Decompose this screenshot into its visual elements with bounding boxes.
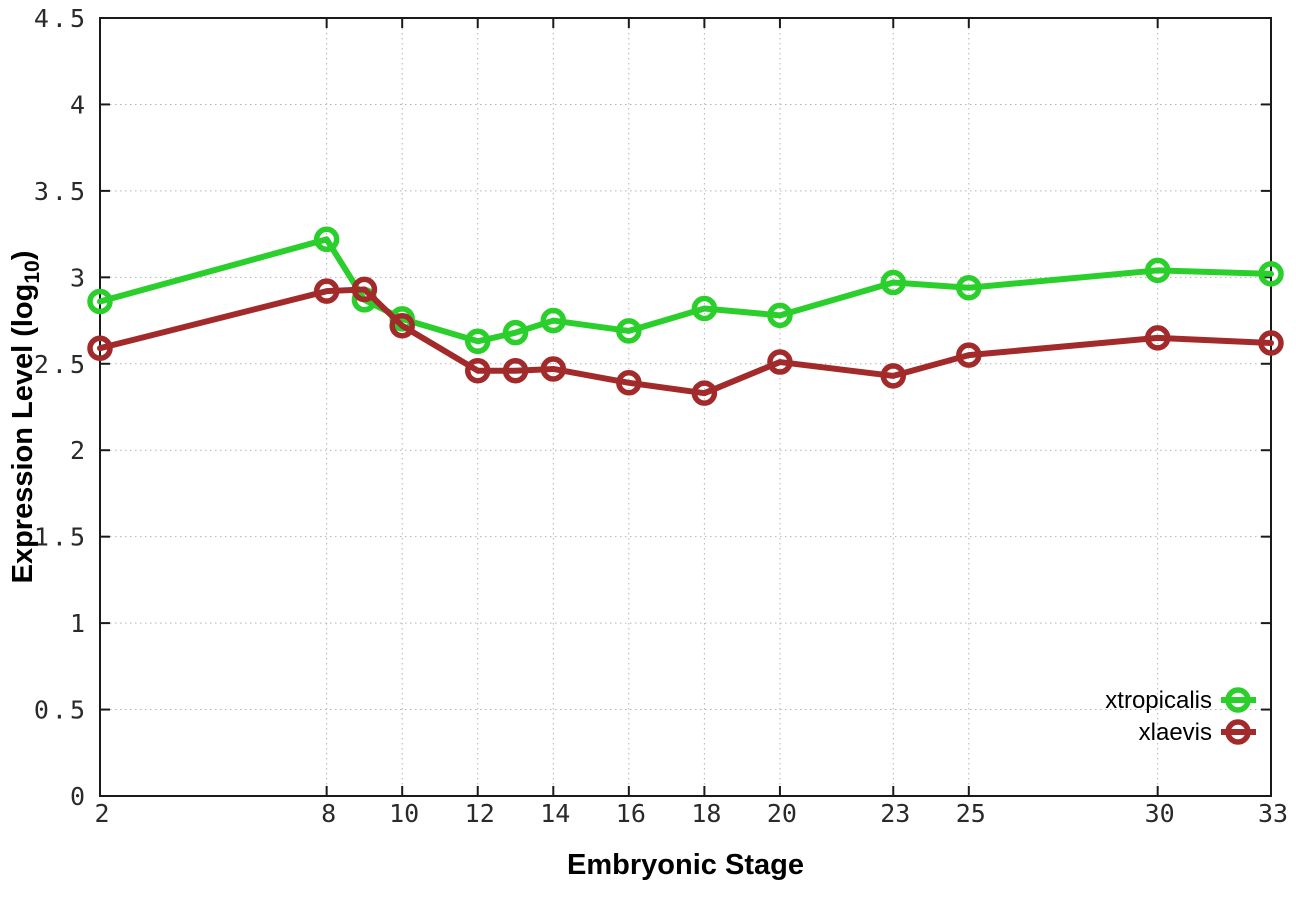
- legend: xtropicalis xlaevis: [1105, 687, 1256, 746]
- x-tick-label: 18: [691, 799, 721, 828]
- data-point-xlaevis: [389, 312, 415, 339]
- x-tick-label: 30: [1145, 799, 1175, 828]
- data-point-xtropicalis: [880, 269, 907, 296]
- y-tick-label: 0.5: [34, 696, 88, 725]
- data-point-xlaevis: [691, 380, 718, 406]
- y-axis-title: Expression Level (log10): [7, 251, 44, 584]
- data-point-xlaevis: [540, 356, 567, 382]
- x-tick-label: 33: [1258, 799, 1288, 828]
- series-line-xtropicalis: [97, 236, 1274, 345]
- y-tick-label: 4: [70, 90, 88, 119]
- y-tick-labels: 0 0.5 1 1.5 2 2.5 3 3.5 4 4.5: [34, 4, 88, 811]
- y-tick-label: 3: [70, 263, 88, 292]
- x-tick-label: 25: [956, 799, 986, 828]
- x-tick-labels: 2 8 10 12 14 16 18 20 23 25 30 33: [94, 799, 1288, 828]
- data-point-xtropicalis: [1258, 261, 1284, 287]
- y-tick-label: 2.5: [34, 350, 88, 379]
- data-point-xtropicalis: [767, 302, 793, 329]
- data-point-xlaevis: [313, 278, 340, 304]
- data-point-xtropicalis: [540, 307, 567, 334]
- x-axis-title: Embryonic Stage: [567, 849, 804, 881]
- data-point-xlaevis: [1144, 325, 1171, 351]
- series-line-xlaevis: [97, 286, 1274, 397]
- tick-marks: [99, 17, 1272, 797]
- x-tick-label: 10: [389, 799, 419, 828]
- data-point-xlaevis: [767, 349, 793, 375]
- series-xtropicalis: [87, 226, 1284, 355]
- plot-border: [99, 17, 1272, 797]
- data-point-xtropicalis: [502, 319, 529, 346]
- grid: [100, 18, 1271, 796]
- data-point-xlaevis: [502, 357, 529, 384]
- data-point-xlaevis: [87, 335, 113, 361]
- x-tick-label: 14: [540, 799, 570, 828]
- data-point-xlaevis: [464, 357, 491, 384]
- x-tick-label: 23: [880, 799, 910, 828]
- x-tick-label: 8: [321, 799, 336, 828]
- data-point-xtropicalis: [956, 274, 982, 301]
- data-point-xtropicalis: [616, 318, 642, 344]
- y-tick-label: 1.5: [34, 523, 88, 552]
- y-tick-label: 4.5: [34, 4, 88, 33]
- legend-item-xtropicalis: xtropicalis: [1105, 687, 1256, 714]
- data-point-xtropicalis: [87, 288, 113, 315]
- legend-marker-xlaevis: [1225, 719, 1251, 745]
- y-tick-label: 3.5: [34, 177, 88, 206]
- legend-marker-xtropicalis: [1225, 687, 1251, 713]
- data-point-xlaevis: [1258, 330, 1284, 356]
- x-tick-label: 16: [616, 799, 646, 828]
- data-point-xtropicalis: [691, 295, 718, 322]
- data-point-xtropicalis: [313, 226, 340, 253]
- data-point-xlaevis: [616, 370, 642, 396]
- data-point-xlaevis: [351, 276, 378, 303]
- y-tick-label: 0: [70, 782, 88, 811]
- data-point-xtropicalis: [1144, 257, 1171, 284]
- x-tick-label: 2: [94, 799, 109, 828]
- data-point-xlaevis: [956, 342, 982, 368]
- series-xlaevis: [87, 276, 1284, 406]
- y-tick-label: 2: [70, 436, 88, 465]
- x-tick-label: 20: [767, 799, 797, 828]
- legend-item-xlaevis: xlaevis: [1139, 719, 1256, 746]
- legend-label-xlaevis: xlaevis: [1139, 719, 1212, 746]
- y-tick-label: 1: [70, 609, 88, 638]
- data-point-xlaevis: [880, 363, 907, 389]
- x-tick-label: 12: [465, 799, 495, 828]
- data-point-xtropicalis: [464, 328, 491, 355]
- legend-label-xtropicalis: xtropicalis: [1105, 687, 1212, 714]
